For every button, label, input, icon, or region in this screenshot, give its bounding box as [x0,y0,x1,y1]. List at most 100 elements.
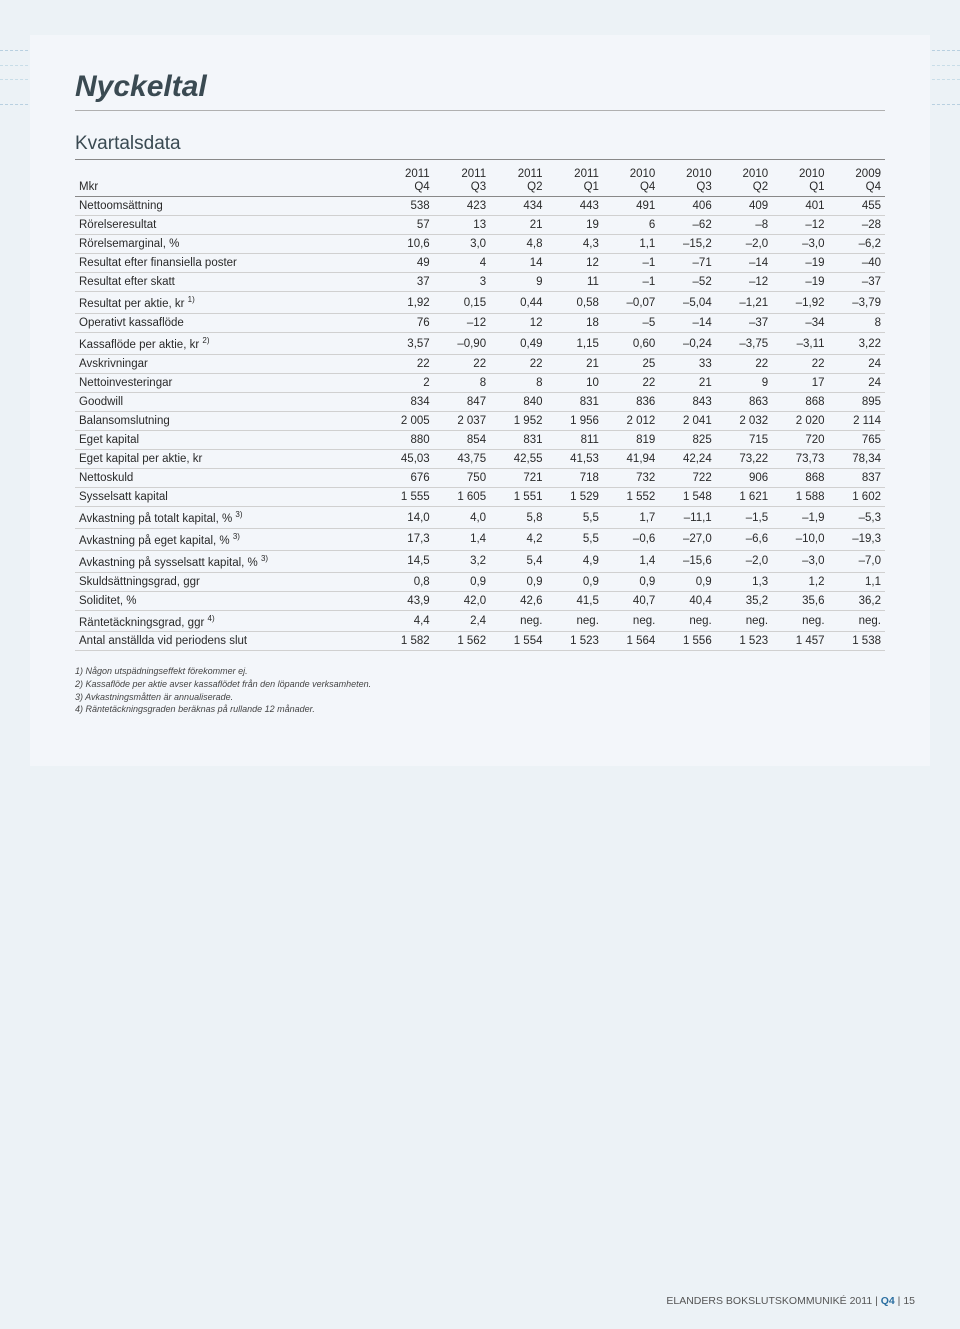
cell-value: 732 [603,469,659,488]
table-row: Avkastning på sysselsatt kapital, % 3)14… [75,550,885,572]
cell-value: 443 [547,197,603,216]
cell-value: 895 [829,393,885,412]
cell-value: 6 [603,216,659,235]
cell-value: 5,8 [490,507,546,529]
cell-value: 4,9 [547,550,603,572]
section-subtitle: Kvartalsdata [75,133,885,160]
cell-value: 1 556 [659,632,715,651]
cell-value: 1 538 [829,632,885,651]
cell-value: 10,6 [377,235,433,254]
cell-value: –1 [603,254,659,273]
cell-value: 1 562 [434,632,490,651]
row-label: Nettoinvesteringar [75,374,377,393]
cell-value: 765 [829,431,885,450]
cell-value: 455 [829,197,885,216]
cell-value: 22 [377,355,433,374]
cell-value: 18 [547,314,603,333]
cell-value: 715 [716,431,772,450]
cell-value: –0,07 [603,292,659,314]
row-label: Balansomslutning [75,412,377,431]
row-label: Räntetäckningsgrad, ggr 4) [75,610,377,632]
cell-value: 57 [377,216,433,235]
column-header: 2010Q4 [603,166,659,197]
cell-value: 0,9 [659,572,715,591]
cell-value: 401 [772,197,828,216]
cell-value: –37 [716,314,772,333]
cell-value: 0,9 [603,572,659,591]
cell-value: –12 [434,314,490,333]
row-label: Avkastning på sysselsatt kapital, % 3) [75,550,377,572]
cell-value: –6,6 [716,528,772,550]
cell-value: 843 [659,393,715,412]
cell-value: 2 [377,374,433,393]
cell-value: 2,4 [434,610,490,632]
cell-value: 0,60 [603,333,659,355]
table-row: Eget kapital880854831811819825715720765 [75,431,885,450]
footer-prefix: ELANDERS BOKSLUTSKOMMUNIKÉ 2011 [666,1295,872,1307]
cell-value: 880 [377,431,433,450]
cell-value: –19 [772,273,828,292]
cell-value: 868 [772,393,828,412]
cell-value: 676 [377,469,433,488]
table-row: Sysselsatt kapital1 5551 6051 5511 5291 … [75,488,885,507]
column-header-label: Mkr [75,166,377,197]
cell-value: 5,5 [547,507,603,529]
cell-value: 1,4 [434,528,490,550]
cell-value: 21 [490,216,546,235]
cell-value: 1 956 [547,412,603,431]
cell-value: 423 [434,197,490,216]
cell-value: 0,9 [434,572,490,591]
cell-value: 41,5 [547,591,603,610]
row-label: Avskrivningar [75,355,377,374]
cell-value: 840 [490,393,546,412]
row-label: Resultat efter finansiella poster [75,254,377,273]
footnote: 2) Kassaflöde per aktie avser kassaflöde… [75,678,885,691]
cell-value: –11,1 [659,507,715,529]
cell-value: 22 [603,374,659,393]
cell-value: 9 [716,374,772,393]
footnote: 3) Avkastningsmåtten är annualiserade. [75,691,885,704]
cell-value: 8 [829,314,885,333]
cell-value: 831 [490,431,546,450]
cell-value: 0,15 [434,292,490,314]
cell-value: 4,3 [547,235,603,254]
cell-value: –3,0 [772,235,828,254]
row-label: Avkastning på totalt kapital, % 3) [75,507,377,529]
table-row: Avkastning på totalt kapital, % 3)14,04,… [75,507,885,529]
cell-value: –2,0 [716,235,772,254]
cell-value: 76 [377,314,433,333]
row-label: Soliditet, % [75,591,377,610]
page-title: Nyckeltal [75,70,885,111]
cell-value: 12 [547,254,603,273]
cell-value: neg. [490,610,546,632]
cell-value: 0,8 [377,572,433,591]
cell-value: –14 [659,314,715,333]
cell-value: –1,9 [772,507,828,529]
row-label: Resultat per aktie, kr 1) [75,292,377,314]
table-row: Resultat per aktie, kr 1)1,920,150,440,5… [75,292,885,314]
table-row: Nettoomsättning5384234344434914064094014… [75,197,885,216]
table-row: Räntetäckningsgrad, ggr 4)4,42,4neg.neg.… [75,610,885,632]
cell-value: 4,0 [434,507,490,529]
cell-value: –0,90 [434,333,490,355]
cell-value: 1 523 [716,632,772,651]
cell-value: 4,4 [377,610,433,632]
cell-value: 35,2 [716,591,772,610]
footnote: 1) Någon utspädningseffekt förekommer ej… [75,665,885,678]
cell-value: 21 [547,355,603,374]
cell-value: –5,3 [829,507,885,529]
cell-value: 10 [547,374,603,393]
cell-value: 409 [716,197,772,216]
cell-value: –62 [659,216,715,235]
cell-value: 1 602 [829,488,885,507]
cell-value: –40 [829,254,885,273]
cell-value: 847 [434,393,490,412]
table-row: Balansomslutning2 0052 0371 9521 9562 01… [75,412,885,431]
row-label: Sysselsatt kapital [75,488,377,507]
cell-value: 22 [772,355,828,374]
table-row: Rörelseresultat571321196–62–8–12–28 [75,216,885,235]
cell-value: –19 [772,254,828,273]
footnotes: 1) Någon utspädningseffekt förekommer ej… [75,665,885,715]
cell-value: 14,5 [377,550,433,572]
cell-value: neg. [829,610,885,632]
